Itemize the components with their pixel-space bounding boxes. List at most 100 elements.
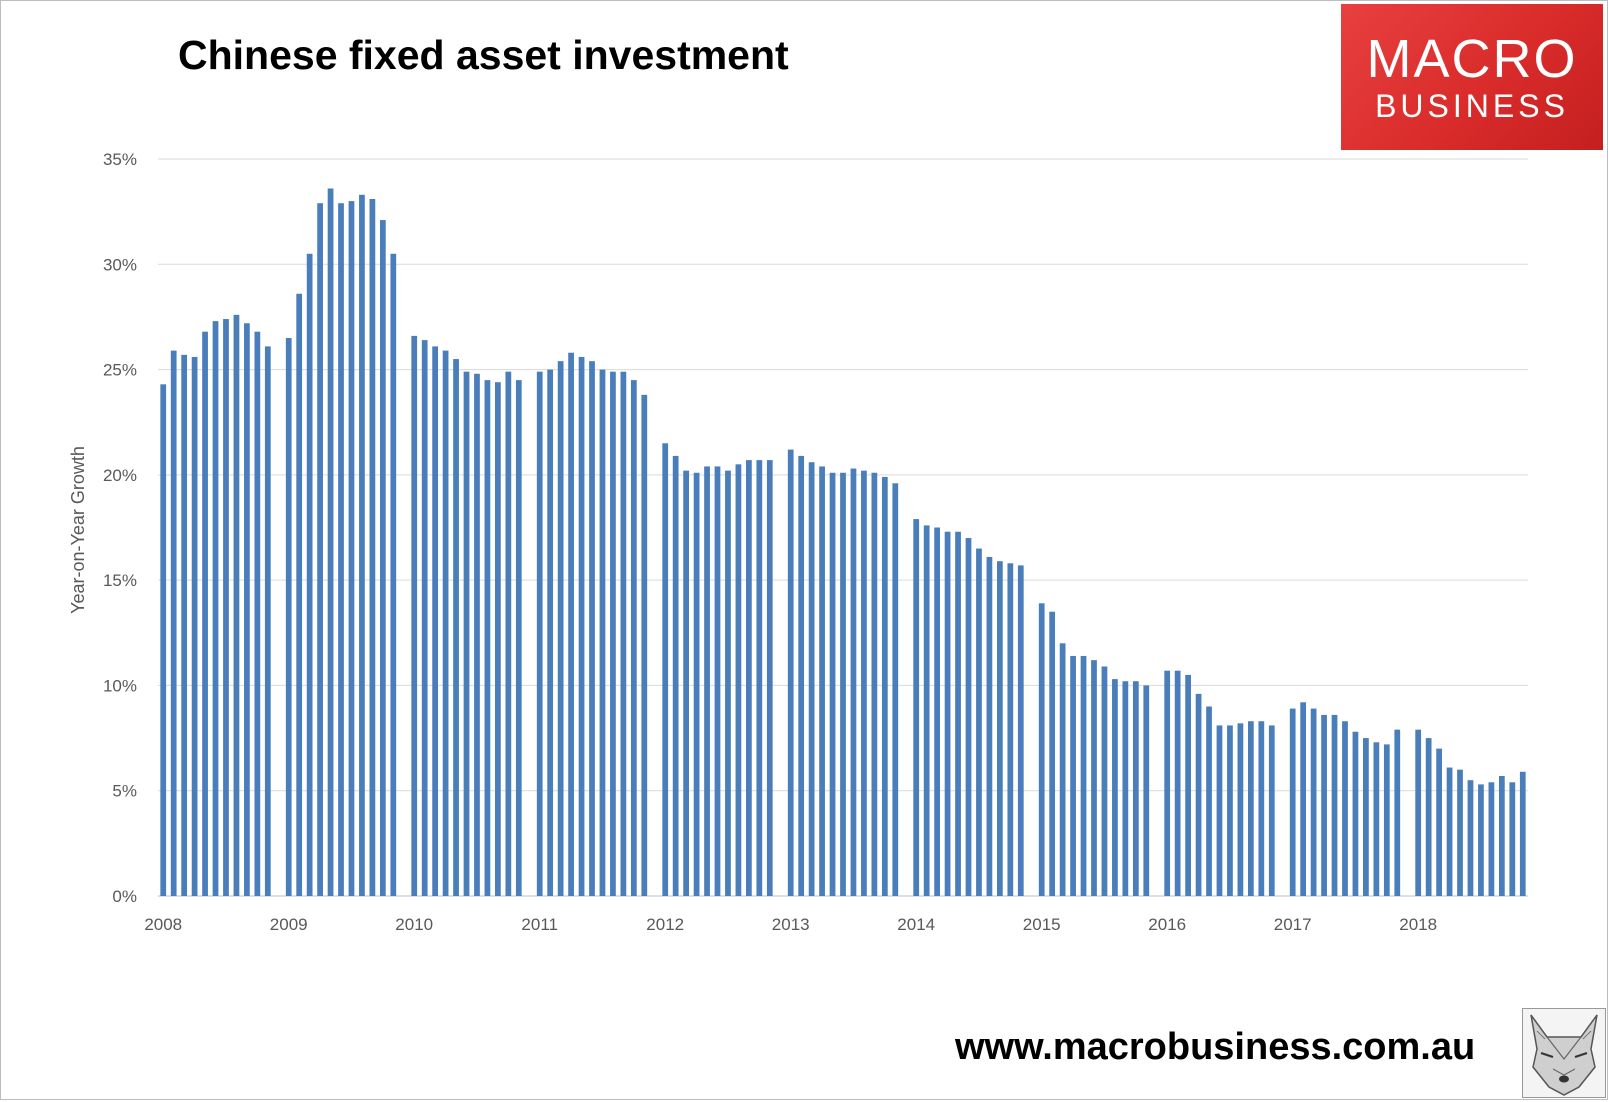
bar-chart: 0% 5% 10% 15% 20% 25% 30% 35% 2008 2009 2010 2011 20… <box>68 150 1528 934</box>
bar <box>1227 725 1233 896</box>
bar <box>1216 725 1223 896</box>
bar <box>327 188 334 897</box>
bar <box>390 253 397 896</box>
x-tick-label: 2010 <box>395 915 433 934</box>
bar <box>1091 660 1097 896</box>
bar <box>840 472 846 896</box>
x-tick-label: 2018 <box>1399 915 1437 934</box>
bar <box>484 380 491 897</box>
bar <box>568 352 574 896</box>
bar <box>934 527 940 896</box>
bar <box>1488 782 1495 896</box>
macrobusiness-logo[interactable]: MACRO BUSINESS <box>1341 4 1603 150</box>
bar <box>871 472 878 896</box>
bar <box>1132 681 1139 896</box>
bar <box>1300 702 1307 896</box>
bar <box>955 531 961 896</box>
bar <box>536 371 543 897</box>
bar <box>1509 782 1516 896</box>
bar <box>244 323 250 896</box>
x-tick-label: 2017 <box>1274 915 1312 934</box>
bar <box>1446 767 1453 896</box>
y-tick-label: 10% <box>103 676 137 695</box>
bar <box>453 359 459 896</box>
x-tick-label: 2011 <box>521 915 558 934</box>
bar <box>1059 643 1066 896</box>
bar <box>181 354 188 896</box>
bar <box>599 369 606 897</box>
y-tick-label: 15% <box>103 571 137 590</box>
bar <box>317 203 323 897</box>
bar <box>1080 655 1087 896</box>
bar <box>1049 611 1056 896</box>
bar <box>202 331 208 896</box>
bar <box>693 472 700 896</box>
bar <box>1195 693 1202 896</box>
bar <box>379 220 386 896</box>
bar <box>850 468 857 896</box>
bar <box>1415 729 1422 896</box>
bar <box>223 319 229 896</box>
y-tick-label: 35% <box>103 150 137 169</box>
bar <box>1457 769 1463 896</box>
y-tick-label: 20% <box>103 466 137 485</box>
bar <box>881 476 888 896</box>
bar <box>589 361 595 896</box>
bar <box>1352 731 1359 896</box>
bar <box>965 538 972 896</box>
bar <box>662 443 669 896</box>
website-url[interactable]: www.macrobusiness.com.au <box>955 1026 1476 1068</box>
bar <box>1519 771 1526 896</box>
bar <box>1467 780 1474 896</box>
bar <box>1185 674 1191 896</box>
bar <box>1310 708 1317 896</box>
bar <box>756 460 763 896</box>
bar <box>547 369 554 897</box>
bar <box>495 382 501 897</box>
bar <box>233 314 240 896</box>
x-tick-label: 2015 <box>1023 915 1061 934</box>
bar <box>913 519 920 896</box>
bar <box>557 361 564 896</box>
y-tick-label: 5% <box>112 782 137 801</box>
bar <box>986 556 993 896</box>
bar <box>1289 708 1296 896</box>
bar <box>1017 565 1024 896</box>
bar <box>746 460 752 896</box>
bar <box>923 525 930 896</box>
bar <box>1268 725 1275 896</box>
y-tick-label: 30% <box>103 255 137 274</box>
bar <box>264 346 271 896</box>
bar <box>1478 784 1484 896</box>
bar <box>1394 729 1401 896</box>
x-tick-label: 2009 <box>270 915 308 934</box>
bar <box>829 472 836 896</box>
bar <box>892 483 899 896</box>
bar <box>630 380 637 897</box>
bar <box>1247 721 1254 896</box>
bar <box>725 470 731 896</box>
bar <box>170 350 177 896</box>
bar <box>996 561 1003 896</box>
bar <box>474 373 480 897</box>
bar <box>1498 775 1505 896</box>
bar <box>1363 738 1369 896</box>
chart-title: Chinese fixed asset investment <box>178 32 789 78</box>
bar <box>672 455 679 896</box>
bar <box>1258 721 1265 896</box>
bar <box>254 331 261 896</box>
logo-line-macro: MACRO <box>1366 29 1578 89</box>
bar <box>505 371 512 897</box>
bar <box>766 460 773 896</box>
bar <box>735 464 742 896</box>
bar <box>421 340 428 896</box>
bar <box>578 356 585 896</box>
bar <box>610 371 616 897</box>
bar <box>212 321 219 896</box>
logo-line-business: BUSINESS <box>1375 88 1569 124</box>
x-tick-label: 2012 <box>646 915 684 934</box>
bar <box>714 466 721 896</box>
x-tick-label: 2016 <box>1148 915 1186 934</box>
bar <box>641 394 648 896</box>
bar <box>369 199 376 897</box>
